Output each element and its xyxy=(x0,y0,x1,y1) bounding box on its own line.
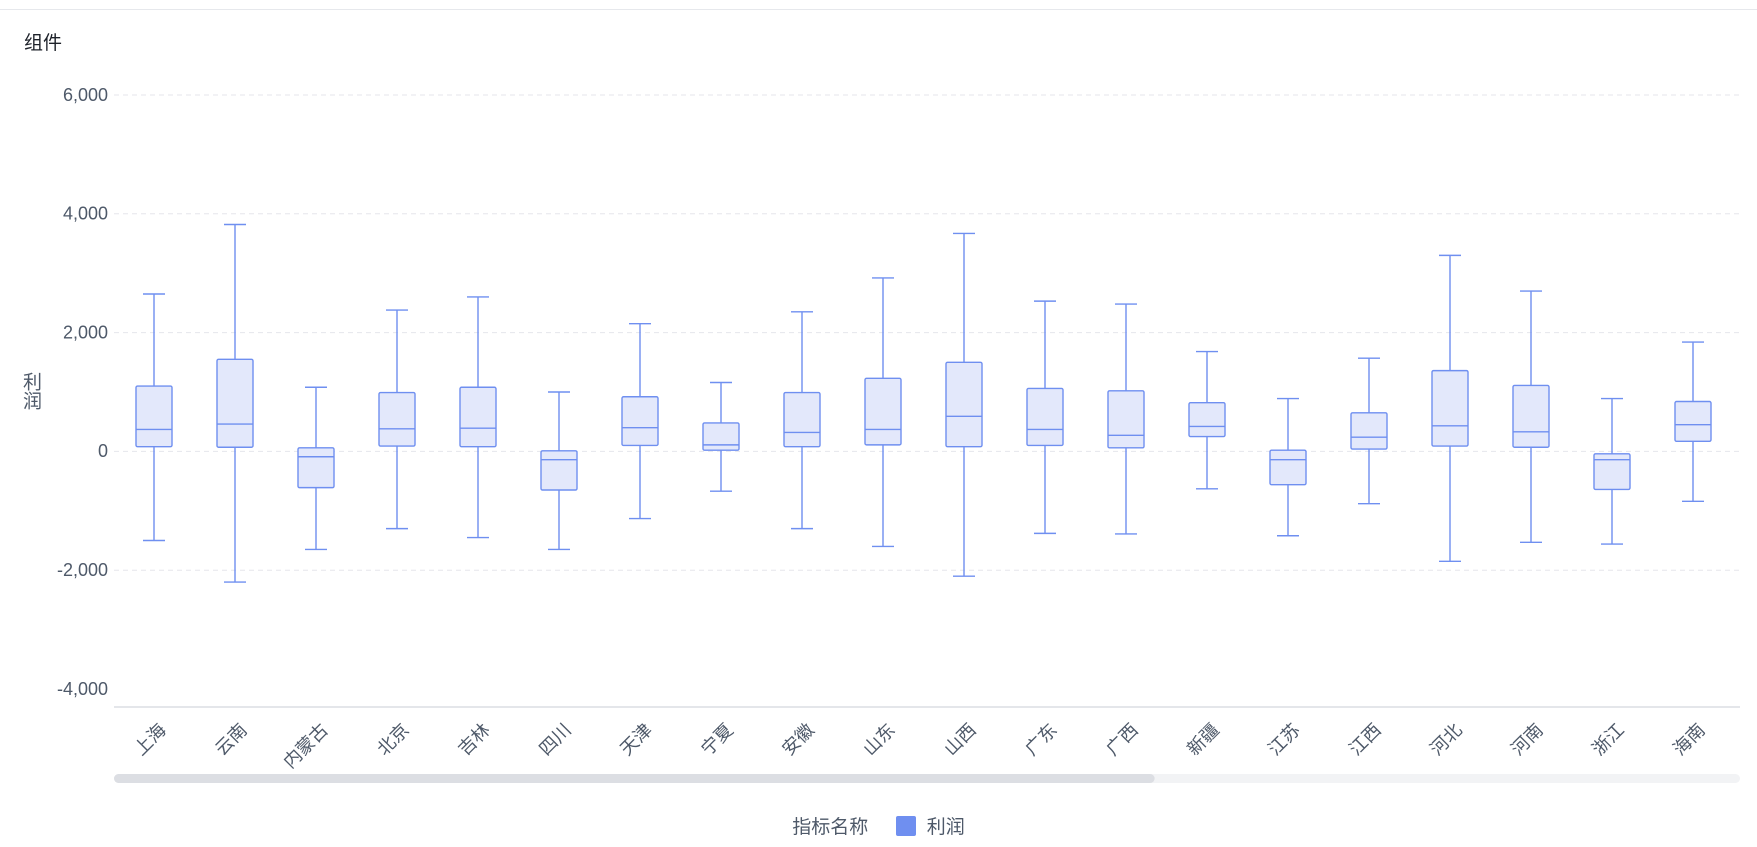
box-iqr xyxy=(135,385,173,448)
box-iqr xyxy=(1593,453,1631,491)
box-iqr xyxy=(540,450,578,491)
box-iqr xyxy=(1350,412,1388,450)
box-iqr xyxy=(216,358,254,448)
x-tick-label: 山西 xyxy=(940,720,980,760)
box-iqr xyxy=(297,447,335,489)
y-tick-label: 0 xyxy=(98,441,108,461)
x-tick-label: 广东 xyxy=(1021,720,1061,760)
x-tick-label: 吉林 xyxy=(454,720,494,760)
box-iqr xyxy=(783,391,821,448)
y-tick-label: -4,000 xyxy=(57,679,108,699)
box-iqr xyxy=(945,361,983,448)
widget-title: 组件 xyxy=(24,33,63,54)
top-divider xyxy=(0,9,1757,10)
box-iqr xyxy=(1269,449,1307,486)
boxplot-chart: -4,000 -2,000 0 2,000 4,000 6,000 上海 云南 内蒙古 北京 吉林 四… xyxy=(57,85,1740,783)
box-iqr xyxy=(378,391,416,447)
x-tick-label: 广西 xyxy=(1102,720,1142,760)
x-tick-label: 江西 xyxy=(1345,720,1385,760)
legend-title: 指标名称 xyxy=(792,817,869,838)
box-iqr xyxy=(459,386,497,448)
y-tick-label: 2,000 xyxy=(63,322,108,342)
x-tick-label: 宁夏 xyxy=(697,720,737,760)
box-iqr xyxy=(1512,384,1550,448)
x-tick-label: 安徽 xyxy=(778,720,818,760)
x-tick-label: 云南 xyxy=(211,720,251,760)
scrollbar-thumb[interactable] xyxy=(114,774,1155,783)
x-tick-label: 山东 xyxy=(859,720,899,760)
box-iqr xyxy=(1188,401,1226,438)
legend-swatch-profit[interactable] xyxy=(895,815,916,836)
x-tick-label: 新疆 xyxy=(1183,720,1223,760)
x-tick-label: 上海 xyxy=(130,720,170,760)
box-iqr xyxy=(1674,400,1712,443)
x-tick-label: 河北 xyxy=(1426,720,1466,760)
x-tick-label: 四川 xyxy=(535,720,575,760)
x-tick-label: 内蒙古 xyxy=(280,720,332,772)
x-tick-label: 天津 xyxy=(616,720,656,760)
box-iqr xyxy=(1026,387,1064,447)
y-tick-label: -2,000 xyxy=(57,560,108,580)
x-tick-label: 河南 xyxy=(1507,720,1547,760)
x-tick-label: 北京 xyxy=(373,720,413,760)
x-tick-label: 浙江 xyxy=(1588,720,1628,760)
legend-label-profit[interactable]: 利润 xyxy=(926,817,965,838)
box-iqr xyxy=(621,396,659,447)
y-axis-title: 利润 xyxy=(20,372,41,410)
legend: 指标名称 利润 xyxy=(0,812,1757,839)
y-tick-label: 6,000 xyxy=(63,85,108,105)
box-iqr xyxy=(1431,369,1469,447)
box-iqr xyxy=(1107,390,1145,449)
x-tick-label: 海南 xyxy=(1669,720,1709,760)
x-tick-label: 江苏 xyxy=(1264,720,1304,760)
y-tick-label: 4,000 xyxy=(63,204,108,224)
box-iqr xyxy=(864,377,902,446)
box-iqr xyxy=(702,422,740,451)
